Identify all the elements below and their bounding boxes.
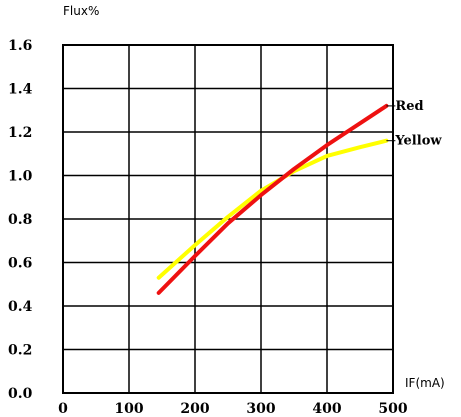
y-tick-labels: 0.0 0.2 0.4 0.6 0.8 1.0 1.2 1.4 1.6	[8, 38, 33, 402]
y-tick-label-0: 0.0	[8, 386, 33, 402]
x-tick-label-1: 100	[114, 401, 143, 417]
y-tick-label-5: 1.0	[8, 169, 33, 185]
plot-border	[62, 44, 394, 394]
x-axis-title: IF(mA)	[405, 376, 445, 390]
plot-frame	[62, 44, 394, 394]
y-tick-label-2: 0.4	[8, 299, 33, 315]
x-tick-label-0: 0	[58, 401, 68, 417]
y-tick-label-3: 0.6	[8, 256, 32, 272]
x-tick-label-5: 500	[378, 401, 407, 417]
y-axis-title: Flux%	[63, 4, 99, 18]
series-label-yellow: Yellow	[394, 134, 442, 149]
y-tick-label-8: 1.6	[8, 38, 32, 54]
y-tick-label-6: 1.2	[8, 125, 32, 141]
y-tick-label-1: 0.2	[8, 343, 32, 359]
x-tick-label-3: 300	[246, 401, 275, 417]
y-tick-label-4: 0.8	[8, 212, 32, 228]
y-tick-label-7: 1.4	[8, 82, 33, 98]
series-label-red: Red	[395, 99, 423, 114]
x-tick-label-4: 400	[312, 401, 341, 417]
x-tick-label-2: 200	[180, 401, 209, 417]
series-layer	[156, 103, 389, 295]
series-labels: Yellow Red	[386, 99, 442, 149]
series-line-red	[156, 103, 389, 295]
x-tick-labels: 0 100 200 300 400 500	[58, 401, 408, 417]
